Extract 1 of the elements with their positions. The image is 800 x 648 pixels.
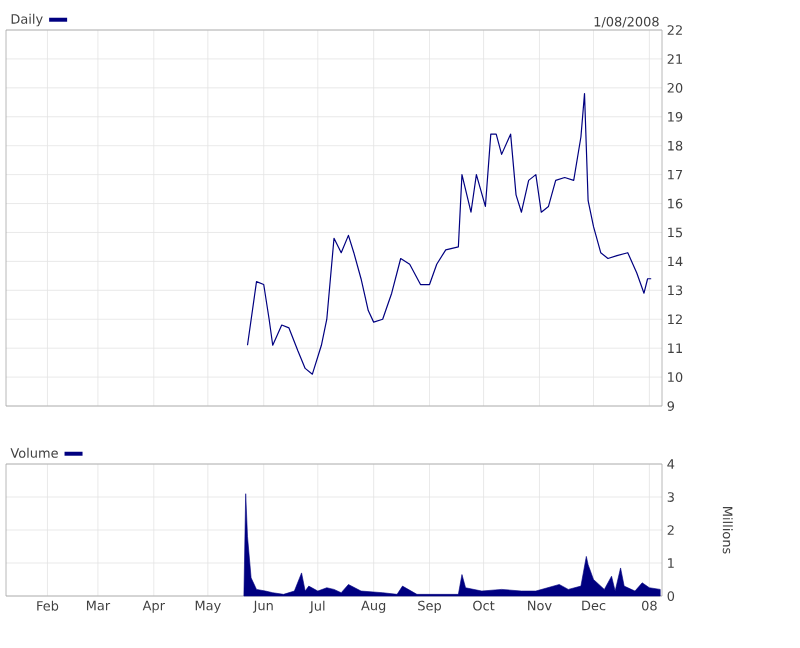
line-series xyxy=(246,93,652,375)
